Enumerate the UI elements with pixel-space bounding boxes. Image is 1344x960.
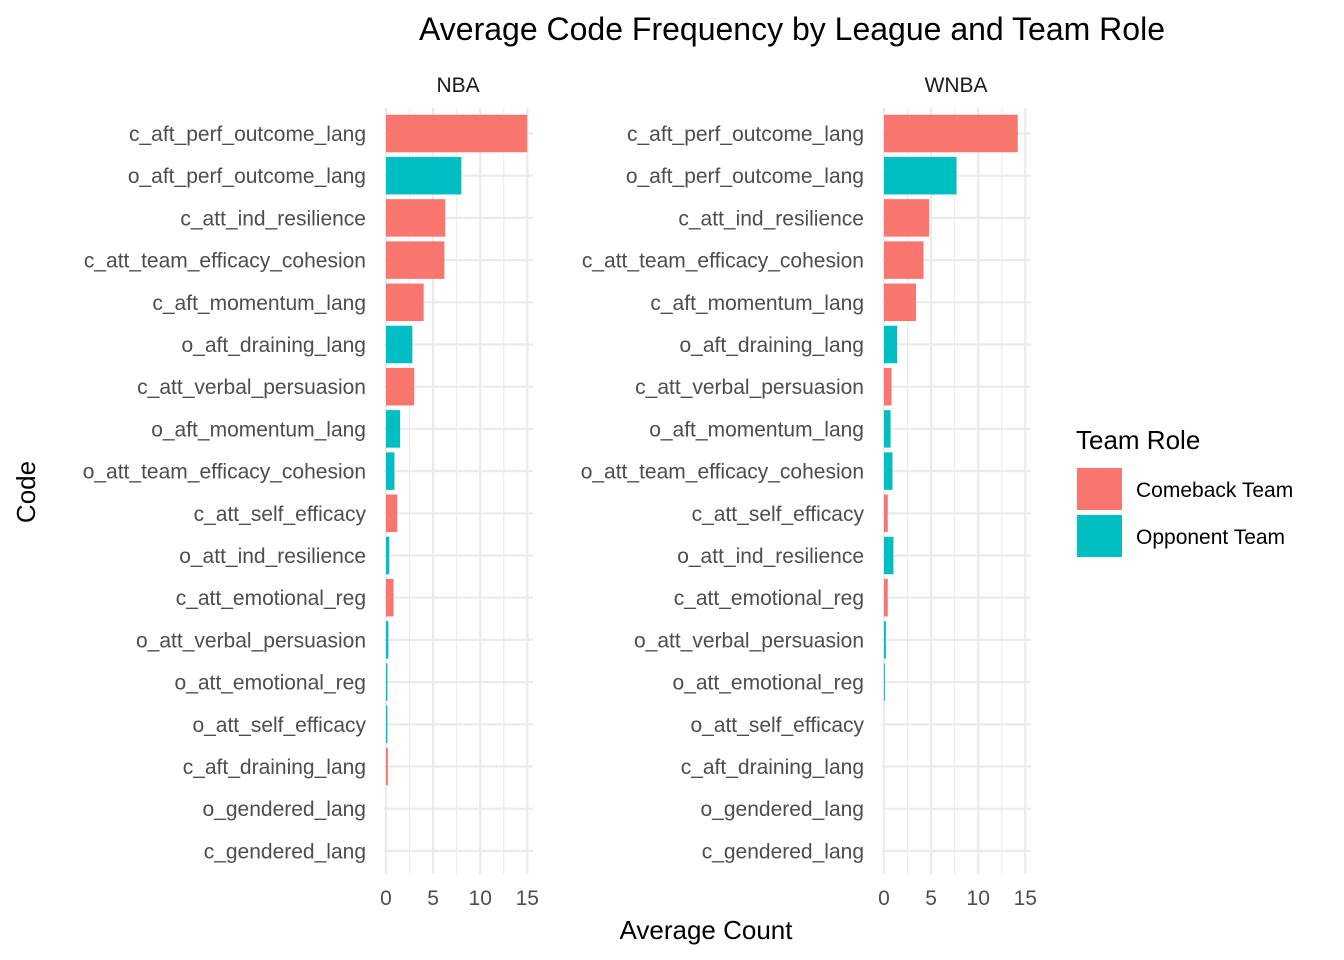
legend-swatch xyxy=(1077,515,1122,557)
bar-o-att-team-efficacy-cohesion xyxy=(884,452,893,490)
x-tick-label: 0 xyxy=(878,887,890,910)
x-tick-label: 5 xyxy=(427,887,439,910)
y-tick-label: o_att_self_efficacy xyxy=(192,714,366,737)
y-tick-label: o_att_ind_resilience xyxy=(677,545,864,568)
bar-o-att-emotional-reg xyxy=(884,663,885,701)
bar-c-aft-perf-outcome-lang xyxy=(386,114,528,153)
bar-o-aft-momentum-lang xyxy=(884,410,891,448)
bar-c-att-ind-resilience xyxy=(386,199,446,237)
y-tick-label: c_aft_momentum_lang xyxy=(650,292,864,315)
bar-o-aft-momentum-lang xyxy=(386,410,401,448)
legend-label: Opponent Team xyxy=(1136,526,1285,549)
y-tick-label: o_aft_momentum_lang xyxy=(151,418,366,441)
panel-strip-label: WNBA xyxy=(925,74,988,97)
bar-o-aft-perf-outcome-lang xyxy=(884,156,957,195)
bar-c-att-self-efficacy xyxy=(884,494,888,533)
y-tick-label: c_att_verbal_persuasion xyxy=(635,376,864,399)
bar-o-att-emotional-reg xyxy=(386,663,388,701)
y-tick-label: o_att_emotional_reg xyxy=(175,672,366,695)
bar-c-aft-momentum-lang xyxy=(884,283,917,322)
y-tick-label: o_att_emotional_reg xyxy=(673,672,864,695)
y-tick-label: o_att_team_efficacy_cohesion xyxy=(581,461,864,484)
bar-c-att-verbal-persuasion xyxy=(884,367,892,406)
bar-o-att-verbal-persuasion xyxy=(884,621,886,659)
y-tick-label: c_att_team_efficacy_cohesion xyxy=(84,250,366,273)
y-axis-title: Code xyxy=(11,461,41,523)
bar-c-att-verbal-persuasion xyxy=(386,367,415,406)
y-tick-label: c_att_self_efficacy xyxy=(692,503,865,526)
x-tick-label: 10 xyxy=(967,887,990,910)
y-tick-label: o_aft_draining_lang xyxy=(182,334,367,357)
y-tick-label: c_att_emotional_reg xyxy=(176,587,366,610)
y-tick-label: c_aft_draining_lang xyxy=(681,756,864,779)
legend-swatch xyxy=(1077,468,1122,510)
y-tick-label: o_att_ind_resilience xyxy=(179,545,366,568)
y-tick-label: c_aft_perf_outcome_lang xyxy=(627,123,864,146)
y-tick-label: c_att_emotional_reg xyxy=(674,587,864,610)
y-tick-label: o_att_team_efficacy_cohesion xyxy=(83,461,366,484)
panel-wnba: WNBA c_aft_perf_outcome_lang o_aft_perf_ou… xyxy=(581,74,1037,910)
bar-c-att-emotional-reg xyxy=(884,578,888,617)
y-tick-label: c_aft_draining_lang xyxy=(183,756,366,779)
bar-c-att-team-efficacy-cohesion xyxy=(884,241,924,279)
y-tick-label: c_gendered_lang xyxy=(204,840,366,863)
y-tick-label: c_aft_momentum_lang xyxy=(152,292,366,315)
panel-strip-label: NBA xyxy=(436,74,479,97)
y-tick-label: o_gendered_lang xyxy=(203,798,367,821)
y-tick-label: o_att_self_efficacy xyxy=(690,714,864,737)
y-tick-label: o_aft_perf_outcome_lang xyxy=(128,165,366,188)
bar-c-att-self-efficacy xyxy=(386,494,398,533)
bar-o-att-verbal-persuasion xyxy=(386,621,389,659)
bar-c-att-emotional-reg xyxy=(386,578,394,617)
y-tick-label: c_att_ind_resilience xyxy=(678,207,864,230)
y-tick-label: c_aft_perf_outcome_lang xyxy=(129,123,366,146)
y-tick-label: c_att_team_efficacy_cohesion xyxy=(582,250,864,273)
y-tick-label: c_att_ind_resilience xyxy=(180,207,366,230)
bar-c-aft-draining-lang xyxy=(386,747,388,786)
legend-label: Comeback Team xyxy=(1136,479,1293,502)
x-tick-label: 0 xyxy=(380,887,392,910)
y-tick-label: o_aft_perf_outcome_lang xyxy=(626,165,864,188)
bar-c-att-team-efficacy-cohesion xyxy=(386,241,445,279)
bar-c-att-ind-resilience xyxy=(884,199,930,237)
y-tick-label: c_gendered_lang xyxy=(702,840,864,863)
bar-o-att-ind-resilience xyxy=(884,536,894,575)
legend: Team Role Comeback Team Opponent Team xyxy=(1076,425,1293,557)
y-tick-label: o_att_verbal_persuasion xyxy=(634,629,864,652)
bar-o-aft-draining-lang xyxy=(884,325,898,364)
y-tick-label: c_att_verbal_persuasion xyxy=(137,376,366,399)
bar-o-aft-perf-outcome-lang xyxy=(386,156,462,195)
bar-o-att-ind-resilience xyxy=(386,536,390,575)
x-tick-label: 15 xyxy=(516,887,539,910)
x-tick-label: 5 xyxy=(925,887,937,910)
bar-o-aft-draining-lang xyxy=(386,325,413,364)
y-tick-label: c_att_self_efficacy xyxy=(194,503,367,526)
bar-c-aft-perf-outcome-lang xyxy=(884,114,1018,153)
bar-o-att-self-efficacy xyxy=(386,705,388,744)
y-tick-label: o_aft_draining_lang xyxy=(680,334,865,357)
panel-nba: NBA c_aft_perf_outcome_lang o_aft_perf_out… xyxy=(83,74,539,910)
legend-title: Team Role xyxy=(1076,425,1200,455)
bar-o-att-team-efficacy-cohesion xyxy=(386,452,395,490)
y-tick-label: o_gendered_lang xyxy=(701,798,865,821)
x-axis-title: Average Count xyxy=(620,915,794,945)
bar-c-aft-momentum-lang xyxy=(386,283,424,322)
x-tick-label: 15 xyxy=(1014,887,1037,910)
y-tick-label: o_aft_momentum_lang xyxy=(649,418,864,441)
chart-title: Average Code Frequency by League and Tea… xyxy=(419,11,1165,47)
x-tick-label: 10 xyxy=(469,887,492,910)
y-tick-label: o_att_verbal_persuasion xyxy=(136,629,366,652)
